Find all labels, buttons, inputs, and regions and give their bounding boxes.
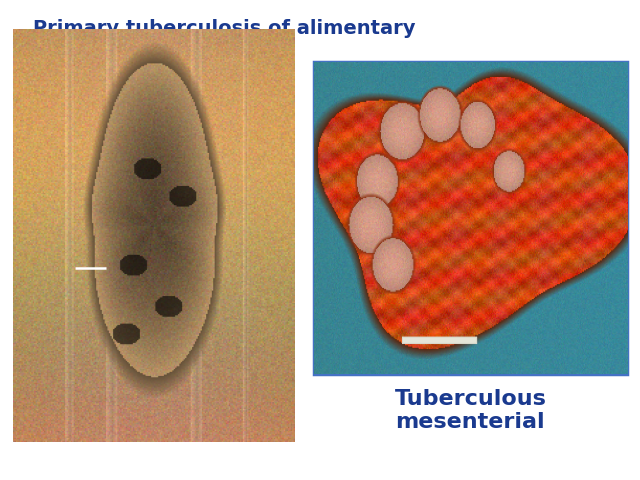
Bar bbox=[314, 62, 627, 374]
Text: Tuberculous
mesenterial: Tuberculous mesenterial bbox=[394, 389, 547, 432]
Text: Primary tuberculosis of alimentary
tract: Primary tuberculosis of alimentary tract bbox=[33, 19, 415, 60]
